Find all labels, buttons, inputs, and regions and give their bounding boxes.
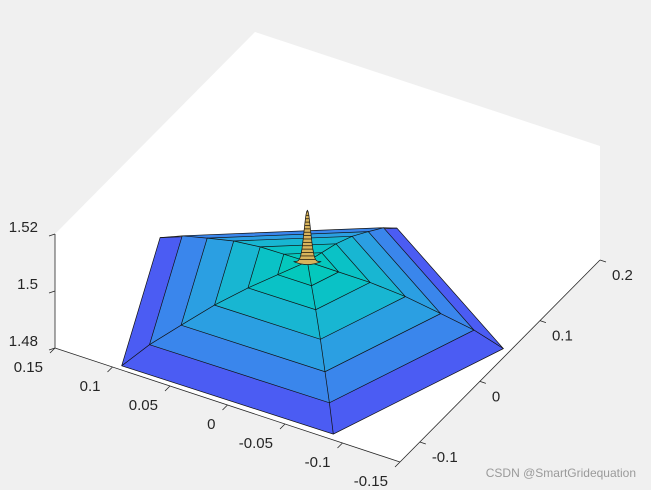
x-tick-label: 0.05: [129, 397, 158, 414]
y-tick-label: 0: [492, 388, 500, 405]
y-tick-label: -0.1: [432, 449, 458, 466]
x-tick-label: 0.1: [80, 378, 101, 395]
y-axis: [399, 259, 601, 463]
peak: [293, 209, 322, 265]
x-tick: [107, 366, 113, 373]
y-tick-label: 0.2: [612, 267, 633, 284]
x-tick: [337, 442, 343, 449]
z-tick-label: 1.5: [17, 276, 38, 293]
mesh-line: [307, 261, 334, 435]
z-tick: [48, 290, 56, 294]
y-tick: [479, 380, 487, 384]
watermark: CSDN @SmartGridequation: [486, 466, 636, 480]
x-tick-label: 0: [207, 416, 215, 433]
mesh-line: [121, 261, 308, 367]
x-tick: [222, 404, 228, 411]
y-tick: [539, 320, 547, 324]
x-tick-label: -0.1: [305, 454, 331, 471]
y-tick: [599, 259, 607, 263]
x-tick-label: 0.15: [14, 359, 43, 376]
mesh-line: [307, 261, 504, 349]
y-tick: [419, 441, 426, 445]
y-tick-label: 0.1: [552, 328, 573, 345]
z-tick-label: 1.48: [9, 333, 38, 350]
z-tick: [48, 233, 56, 237]
x-tick-label: -0.05: [239, 435, 273, 452]
mesh-line: [307, 227, 397, 262]
z-tick: [48, 347, 56, 351]
x-tick: [49, 347, 56, 354]
mesh-line: [160, 235, 308, 262]
x-tick: [394, 461, 401, 468]
x-tick: [279, 423, 286, 430]
z-tick-label: 1.52: [9, 219, 38, 236]
surface-level: [277, 252, 340, 287]
x-tick: [164, 385, 171, 392]
x-tick-label: -0.15: [354, 473, 388, 490]
